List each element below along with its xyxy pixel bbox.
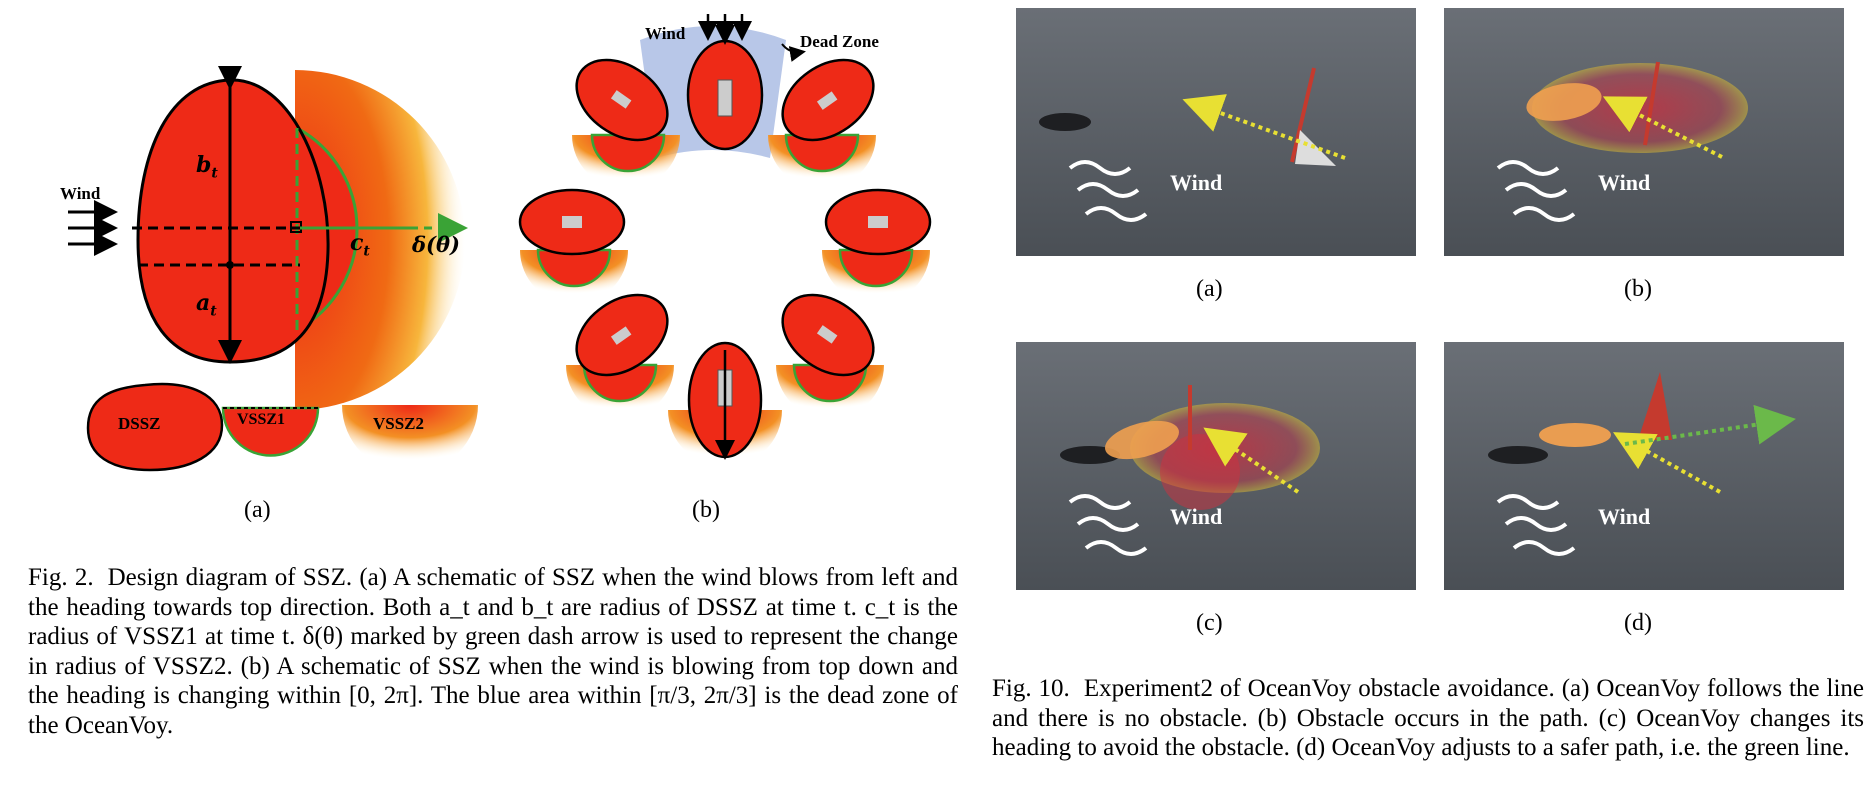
legend-vssz1: VSSZ1	[237, 411, 286, 428]
panel-a-wind: Wind	[1170, 170, 1223, 195]
fig2a-legend	[86, 382, 478, 473]
fig2-sublabel-a: (a)	[244, 497, 271, 523]
fig2a-diagram	[68, 66, 468, 410]
legend-dssz: DSSZ	[118, 414, 161, 433]
panel-d-wind: Wind	[1598, 504, 1651, 529]
fig10-sublabel-a: (a)	[1196, 276, 1223, 302]
photo-panel-a	[1016, 8, 1416, 256]
fig2a-wind-label: Wind	[60, 184, 101, 203]
fig2-caption-text: Design diagram of SSZ. (a) A schematic o…	[28, 564, 958, 739]
delta-theta-label: δ(θ)	[412, 232, 460, 257]
boat-top-left	[572, 58, 680, 189]
boat-mid-left	[518, 188, 628, 304]
boat-top-right	[768, 58, 876, 189]
photo-panel-c	[1016, 342, 1416, 590]
fig10-caption-text: Experiment2 of OceanVoy obstacle avoidan…	[992, 675, 1864, 761]
fig10-sublabel-c: (c)	[1196, 610, 1223, 636]
photo-panel-b	[1444, 8, 1844, 256]
legend-vssz1-shape	[221, 406, 320, 457]
legend-vssz2-shape	[342, 405, 478, 473]
b-t-label: bt	[196, 152, 218, 182]
fig10-sublabel-b: (b)	[1624, 276, 1652, 302]
boat-low-left	[566, 293, 674, 419]
fig10-caption-number: Fig. 10.	[992, 675, 1070, 702]
legend-dssz-shape	[86, 382, 224, 472]
fig2-sublabel-b: (b)	[692, 497, 720, 523]
fig2-caption: Fig. 2. Design diagram of SSZ. (a) A sche…	[28, 563, 958, 740]
fig2b-diagram	[518, 14, 932, 467]
panel-c-wind: Wind	[1170, 504, 1223, 529]
fig2b-wind-label: Wind	[645, 24, 686, 43]
dead-zone-label: Dead Zone	[800, 32, 879, 51]
fig10-sublabel-d: (d)	[1624, 610, 1652, 636]
boat-bottom	[668, 341, 782, 467]
c-t-label: ct	[350, 230, 370, 260]
boat-low-right	[776, 293, 884, 419]
photo-panel-d	[1444, 342, 1844, 590]
boat-mid-right	[822, 188, 932, 304]
panel-b-wind: Wind	[1598, 170, 1651, 195]
vssz2-region	[295, 70, 465, 410]
a-t-label: at	[196, 290, 217, 320]
fig10-caption: Fig. 10. Experiment2 of OceanVoy obstacle…	[992, 674, 1864, 763]
fig2-caption-number: Fig. 2.	[28, 564, 94, 591]
legend-vssz2: VSSZ2	[373, 414, 425, 433]
